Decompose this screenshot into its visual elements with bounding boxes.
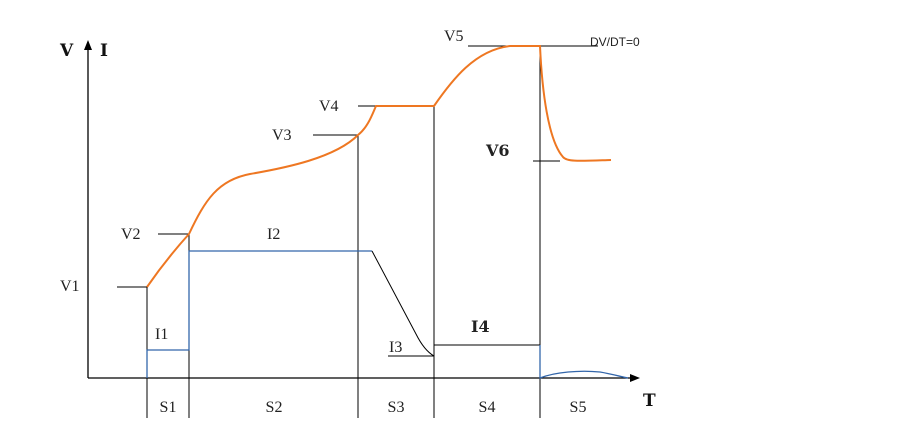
label-v3: V3 xyxy=(272,127,292,144)
current-labels: I1 I2 I3 I4 xyxy=(155,226,490,356)
y-axis-label-i: I xyxy=(100,41,108,61)
stage-label: S5 xyxy=(570,399,587,416)
label-i3: I3 xyxy=(389,339,402,356)
label-i1: I1 xyxy=(155,326,168,343)
label-i2: I2 xyxy=(267,226,280,243)
stage-label: S1 xyxy=(160,399,177,416)
current-float xyxy=(539,345,629,379)
x-axis-label-t: T xyxy=(643,391,656,411)
voltage-labels: V1 V2 V3 V4 V5 V6 DV/DT=0 xyxy=(60,28,640,295)
label-i4: I4 xyxy=(471,317,490,336)
label-v4: V4 xyxy=(319,98,339,115)
x-axis-arrowhead xyxy=(630,374,640,382)
label-dvdt: DV/DT=0 xyxy=(590,35,640,49)
label-v2: V2 xyxy=(121,226,141,243)
current-curve xyxy=(146,250,372,378)
stage-label: S2 xyxy=(266,399,283,416)
label-v1: V1 xyxy=(60,278,80,295)
y-axis-label-v: V xyxy=(59,41,74,61)
axes: V I T xyxy=(59,40,656,411)
stage-dividers xyxy=(146,46,541,418)
voltage-curve xyxy=(146,45,612,288)
label-v6: V6 xyxy=(485,141,510,160)
stage-label: S4 xyxy=(479,399,496,416)
stage-labels: S1 S2 S3 S4 S5 xyxy=(160,399,587,416)
y-axis-arrowhead xyxy=(84,40,92,50)
current-taper xyxy=(371,250,435,357)
label-v5: V5 xyxy=(444,28,464,45)
stage-label: S3 xyxy=(388,399,405,416)
